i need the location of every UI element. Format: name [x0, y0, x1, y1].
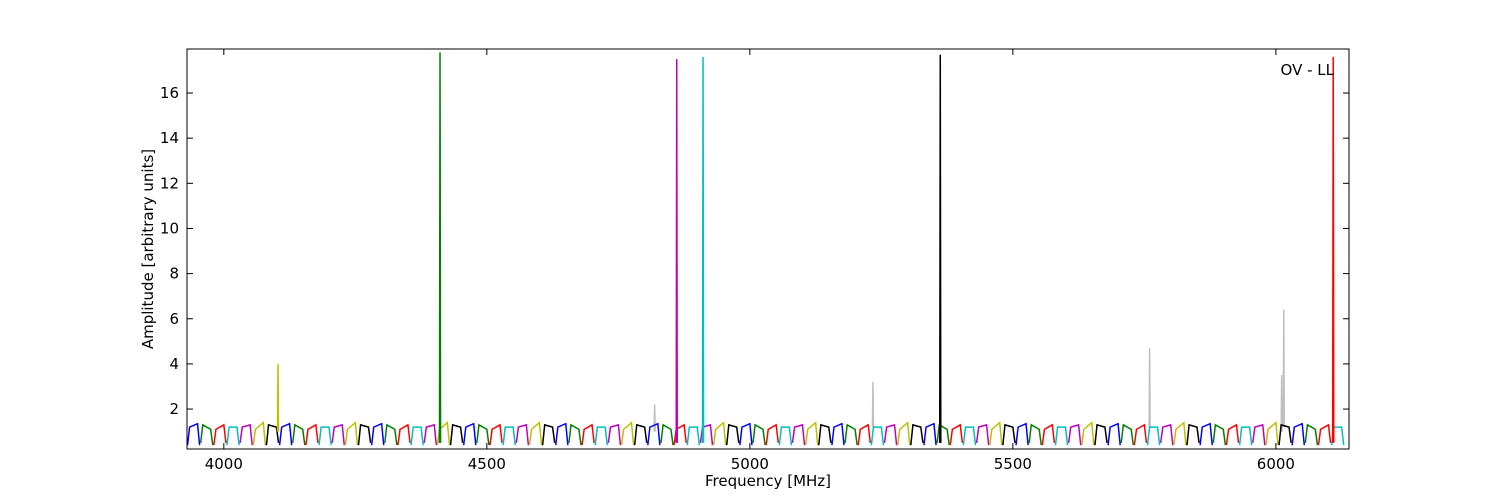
data-line [187, 422, 1306, 446]
data-line [226, 426, 1345, 446]
y-tick-label: 8 [169, 265, 179, 283]
data-line [265, 423, 1292, 446]
y-tick-label: 10 [160, 219, 179, 237]
x-axis-label: Frequency [MHz] [705, 472, 831, 490]
y-tick-label: 16 [160, 84, 179, 102]
data-line [199, 423, 1319, 446]
annotation: OV - LL [1281, 61, 1335, 79]
x-tick-label: 5500 [994, 455, 1032, 473]
data-line [276, 363, 280, 432]
data-line [1331, 56, 1335, 443]
data-line [213, 423, 1332, 446]
data-line [653, 309, 1286, 432]
x-tick-label: 6000 [1257, 455, 1295, 473]
x-tick-label: 5000 [731, 455, 769, 473]
x-tick-label: 4500 [468, 455, 506, 473]
data-line [438, 52, 442, 443]
data-line [939, 54, 942, 443]
y-tick-label: 2 [169, 400, 179, 418]
plot-frame [186, 48, 1350, 450]
data-line [239, 423, 1266, 446]
y-axis-label: Amplitude [arbitrary units] [139, 149, 157, 349]
y-tick-label: 6 [169, 310, 179, 328]
y-tick-label: 12 [160, 174, 179, 192]
y-tick-label: 14 [160, 129, 179, 147]
data-line [675, 59, 679, 443]
x-tick-label: 4000 [205, 455, 243, 473]
data-line [252, 421, 1279, 446]
data-line [701, 56, 705, 443]
y-tick-label: 4 [169, 355, 179, 373]
